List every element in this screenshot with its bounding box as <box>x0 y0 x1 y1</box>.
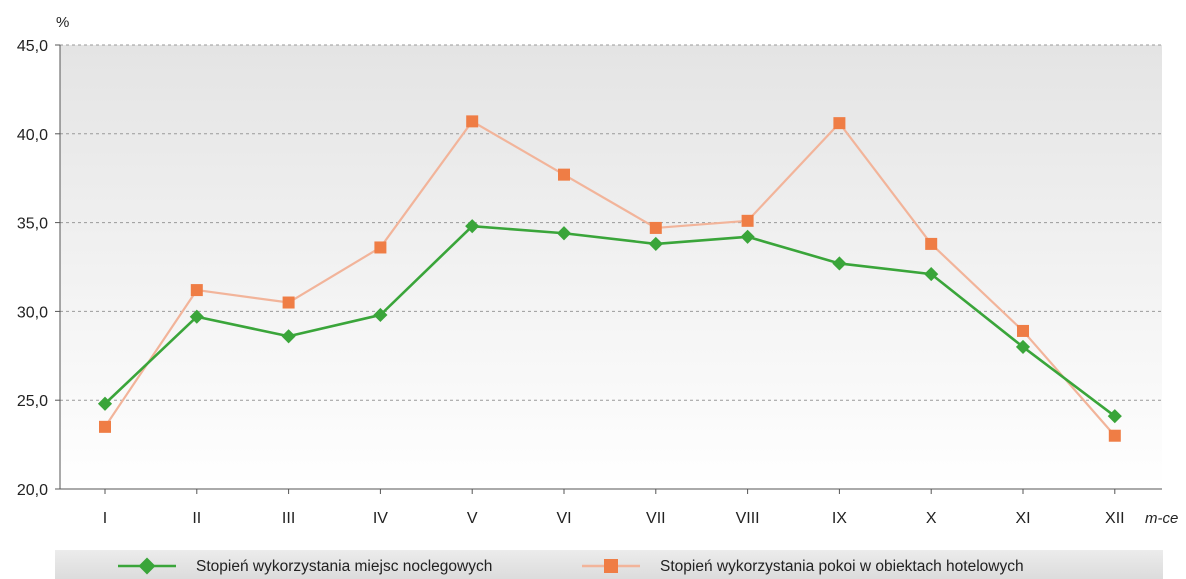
x-tick-label: III <box>282 510 295 527</box>
legend-marker-diamond-icon <box>138 557 156 575</box>
data-point-diamond <box>281 329 296 344</box>
y-tick-labels: 20,0 25,0 30,0 35,0 40,0 45,0 <box>17 38 48 499</box>
data-point-diamond <box>97 396 113 411</box>
x-tick-label: IX <box>832 510 847 527</box>
x-tick-labels: I II III IV V VI VII VIII IX X XI XII <box>103 510 1125 527</box>
data-point-diamond <box>373 307 388 323</box>
data-point-diamond <box>740 229 755 244</box>
plot-area <box>60 45 1162 489</box>
x-tick-label: VIII <box>736 510 760 527</box>
x-tick-label: I <box>103 510 107 527</box>
data-point-diamond <box>465 219 480 234</box>
x-axis-unit-label: m-ce <box>1145 510 1178 527</box>
data-point-square <box>190 284 203 297</box>
legend: Stopień wykorzystania miejsc noclegowych… <box>55 550 1163 579</box>
legend-label-pokoi: Stopień wykorzystania pokoi w obiektach … <box>660 558 1024 575</box>
data-point-square <box>1017 324 1029 337</box>
data-point-diamond <box>1015 339 1031 354</box>
axes <box>55 44 1162 494</box>
x-tick-label: V <box>467 510 478 527</box>
data-point-square <box>833 117 846 130</box>
legend-item-miejsc: Stopień wykorzystania miejsc noclegowych <box>118 557 492 575</box>
y-tick-label: 40,0 <box>17 127 48 144</box>
data-point-diamond <box>1107 409 1122 424</box>
x-tick-label: X <box>926 510 937 527</box>
y-tick-label: 45,0 <box>17 38 48 55</box>
data-point-square <box>925 237 938 250</box>
data-point-square <box>649 221 662 234</box>
data-point-square <box>374 241 387 254</box>
y-tick-label: 25,0 <box>17 393 48 410</box>
x-tick-label: XII <box>1105 510 1125 527</box>
data-point-diamond <box>832 256 847 271</box>
series-miejsc <box>97 219 1122 424</box>
x-tick-label: VII <box>646 510 666 527</box>
y-axis-unit-label: % <box>56 14 69 31</box>
data-point-square <box>99 420 111 433</box>
y-tick-label: 20,0 <box>17 482 48 499</box>
y-tick-label: 30,0 <box>17 304 48 321</box>
x-tick-label: IV <box>373 510 388 527</box>
data-point-diamond <box>556 226 572 241</box>
series <box>97 115 1122 442</box>
data-point-diamond <box>648 236 663 251</box>
data-point-square <box>558 168 570 181</box>
legend-item-pokoi: Stopień wykorzystania pokoi w obiektach … <box>582 558 1024 575</box>
data-point-diamond <box>189 309 204 324</box>
legend-label-miejsc: Stopień wykorzystania miejsc noclegowych <box>196 558 492 575</box>
series-pokoi <box>99 115 1121 442</box>
legend-marker-square-icon <box>604 559 618 573</box>
data-point-square <box>466 115 479 128</box>
data-point-diamond <box>924 267 939 282</box>
data-point-square <box>1108 429 1121 442</box>
data-point-square <box>282 296 295 309</box>
series-line <box>104 224 1116 418</box>
data-point-square <box>741 214 754 227</box>
x-tick-label: VI <box>556 510 571 527</box>
y-tick-label: 35,0 <box>17 216 48 233</box>
x-tick-label: II <box>192 510 201 527</box>
x-tick-label: XI <box>1015 510 1030 527</box>
series-line <box>104 120 1116 437</box>
